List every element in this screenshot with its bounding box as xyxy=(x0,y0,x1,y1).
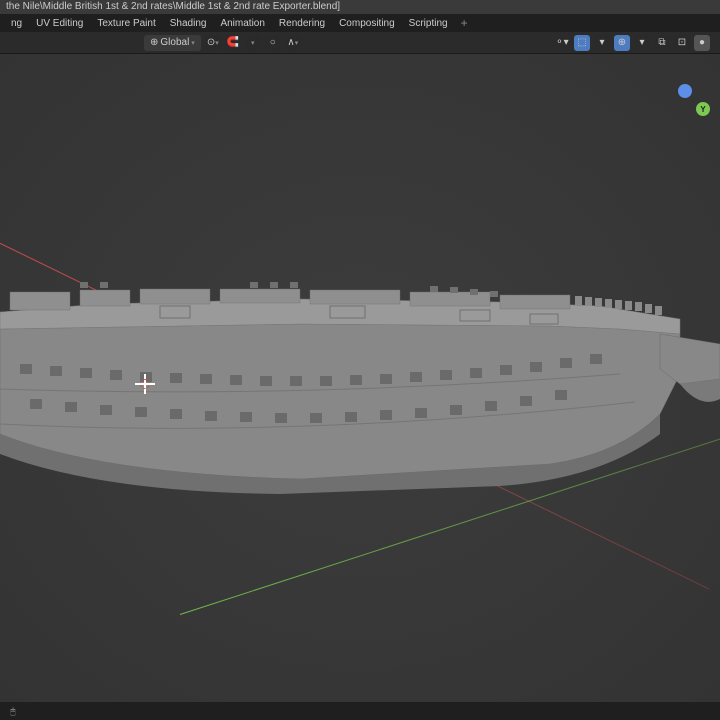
shading-solid[interactable]: ● xyxy=(694,35,710,51)
tab-modeling[interactable]: ng xyxy=(4,18,29,29)
snap-dropdown[interactable]: ▾ xyxy=(245,35,261,51)
tab-scripting[interactable]: Scripting xyxy=(402,18,455,29)
proportional-toggle[interactable]: ○ xyxy=(265,35,281,51)
tab-shading[interactable]: Shading xyxy=(163,18,214,29)
title-bar: the Nile\Middle British 1st & 2nd rates\… xyxy=(0,0,720,14)
tab-compositing[interactable]: Compositing xyxy=(332,18,402,29)
tab-animation[interactable]: Animation xyxy=(213,18,271,29)
xray-toggle[interactable]: ⧉ xyxy=(654,35,670,51)
viewport-3d[interactable]: Y xyxy=(0,54,720,702)
orientation-dropdown[interactable]: ⊕ Global ▾ xyxy=(144,35,201,51)
tab-rendering[interactable]: Rendering xyxy=(272,18,332,29)
proportional-dropdown[interactable]: ∧▾ xyxy=(285,35,301,51)
workspace-tabs: ng UV Editing Texture Paint Shading Anim… xyxy=(0,14,720,32)
chevron-down-icon: ▾ xyxy=(191,39,195,47)
mouse-icon: 🖱 xyxy=(6,704,20,718)
globe-icon: ⊕ xyxy=(150,37,158,48)
toolbar-right: ⚬▾ ⬚ ▾ ⊕ ▾ ⧉ ⊡ ● xyxy=(554,35,710,51)
snap-toggle[interactable]: 🧲 xyxy=(225,35,241,51)
overlay-dropdown[interactable]: ▾ xyxy=(634,35,650,51)
status-bar: 🖱 xyxy=(0,702,720,720)
file-path: the Nile\Middle British 1st & 2nd rates\… xyxy=(6,1,340,12)
toolbar-left: ⊕ Global ▾ ⊙▾ 🧲 ▾ ○ ∧▾ xyxy=(10,35,301,51)
nav-gizmo[interactable]: Y xyxy=(660,84,710,134)
filter-icon[interactable]: ⚬▾ xyxy=(554,35,570,51)
overlay-toggle[interactable]: ⊕ xyxy=(614,35,630,51)
gizmo-y[interactable]: Y xyxy=(696,102,710,116)
viewport-header: ⊕ Global ▾ ⊙▾ 🧲 ▾ ○ ∧▾ ⚬▾ ⬚ ▾ ⊕ ▾ ⧉ ⊡ ● xyxy=(0,32,720,54)
tab-texture-paint[interactable]: Texture Paint xyxy=(90,18,162,29)
pivot-dropdown[interactable]: ⊙▾ xyxy=(205,35,221,51)
gizmo-dropdown[interactable]: ▾ xyxy=(594,35,610,51)
gizmo-z[interactable] xyxy=(678,84,692,98)
add-workspace-button[interactable]: + xyxy=(455,16,474,30)
cursor-circle xyxy=(140,379,150,389)
shading-wireframe[interactable]: ⊡ xyxy=(674,35,690,51)
cursor-3d xyxy=(135,374,155,394)
gizmo-toggle[interactable]: ⬚ xyxy=(574,35,590,51)
ship-model xyxy=(0,234,720,514)
tab-uv-editing[interactable]: UV Editing xyxy=(29,18,90,29)
viewport-background: Y xyxy=(0,54,720,702)
